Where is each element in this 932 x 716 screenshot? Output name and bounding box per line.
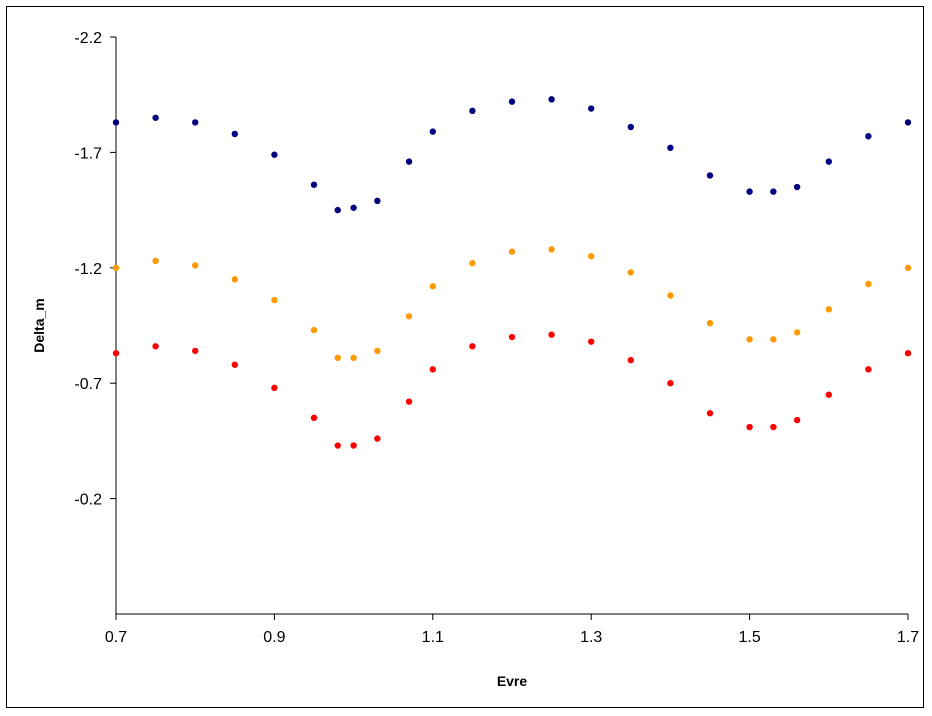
data-point <box>374 347 381 355</box>
data-point <box>192 119 199 126</box>
data-point <box>192 262 199 269</box>
data-point <box>627 356 634 364</box>
data-point <box>429 128 436 135</box>
data-point <box>192 347 199 355</box>
data-point <box>793 329 801 336</box>
data-point <box>770 188 777 195</box>
data-point <box>667 292 674 299</box>
data-point <box>508 333 516 341</box>
data-point <box>405 398 413 405</box>
series-layer <box>112 96 912 449</box>
data-point <box>374 435 381 442</box>
data-point <box>152 114 159 121</box>
x-tick-label: 1.3 <box>580 629 602 646</box>
data-point <box>469 107 476 115</box>
data-point <box>865 280 872 288</box>
data-point <box>310 181 318 188</box>
data-point <box>405 158 413 165</box>
data-point <box>429 283 436 290</box>
y-tick-label: -2.2 <box>74 30 102 47</box>
data-point <box>865 366 872 373</box>
data-point <box>231 361 238 368</box>
data-point <box>231 130 238 138</box>
data-point <box>310 414 318 422</box>
data-point <box>350 354 357 362</box>
data-point <box>334 206 341 214</box>
data-point <box>112 119 120 126</box>
data-point <box>588 338 595 345</box>
data-point <box>350 442 357 449</box>
data-point <box>825 391 832 398</box>
y-tick-label: -0.2 <box>74 492 102 509</box>
data-point <box>374 197 381 205</box>
data-point <box>271 296 278 304</box>
data-point <box>627 123 634 131</box>
data-point <box>793 416 801 424</box>
x-tick-label: 1.5 <box>738 629 760 646</box>
x-tick-label: 0.9 <box>263 629 285 646</box>
x-axis-title: Evre <box>497 673 528 689</box>
data-point <box>334 442 341 449</box>
data-point <box>429 366 436 373</box>
series-1 <box>112 96 912 214</box>
data-point <box>548 246 555 253</box>
series-3 <box>112 331 912 449</box>
data-point <box>469 343 476 350</box>
data-point <box>746 423 753 431</box>
data-point <box>793 183 801 191</box>
data-point <box>706 319 714 327</box>
data-point <box>271 384 278 392</box>
data-point <box>231 276 238 283</box>
data-point <box>548 96 555 103</box>
data-point <box>746 336 753 343</box>
data-point <box>152 257 159 265</box>
chart-frame <box>6 6 924 708</box>
data-point <box>152 343 159 350</box>
data-point <box>508 98 516 105</box>
data-point <box>825 306 832 313</box>
data-point <box>865 133 872 140</box>
y-axis-title: Delta_m <box>31 298 47 352</box>
data-point <box>112 349 120 357</box>
data-point <box>746 188 753 195</box>
data-point <box>706 410 714 417</box>
data-point <box>825 158 832 165</box>
labels: -2.2 -1.7 -1.2 -0.7 -0.2 0.7 0.9 1.1 1.3 1.5 1.7 <box>74 30 919 646</box>
data-point <box>627 269 634 276</box>
data-point <box>667 380 674 387</box>
data-point <box>334 354 341 362</box>
data-point <box>667 144 674 151</box>
y-tick-label: -0.7 <box>74 376 102 393</box>
data-point <box>271 151 278 158</box>
x-tick-label: 0.7 <box>105 629 127 646</box>
data-point <box>770 423 777 431</box>
data-point <box>904 264 912 271</box>
data-point <box>310 326 318 334</box>
y-tick-label: -1.7 <box>74 145 102 162</box>
series-2 <box>112 246 912 362</box>
axes <box>110 36 909 620</box>
data-point <box>770 336 777 343</box>
data-point <box>112 264 120 271</box>
x-tick-label: 1.1 <box>422 629 444 646</box>
data-point <box>548 331 555 338</box>
data-point <box>588 253 595 260</box>
data-point <box>405 313 413 320</box>
data-point <box>706 172 714 179</box>
data-point <box>350 204 357 211</box>
data-point <box>904 119 912 126</box>
data-point <box>588 105 595 112</box>
data-point <box>904 349 912 357</box>
data-point <box>508 248 516 255</box>
x-tick-label: 1.7 <box>897 629 919 646</box>
y-tick-label: -1.2 <box>74 261 102 278</box>
data-point <box>469 259 476 267</box>
